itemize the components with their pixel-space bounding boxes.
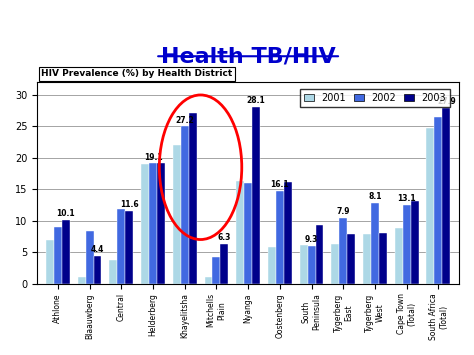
Text: 8.1: 8.1 [368, 192, 382, 201]
Text: 27.2: 27.2 [175, 115, 194, 125]
Bar [252, 107, 260, 284]
Bar [220, 244, 228, 284]
Text: 7.9: 7.9 [337, 207, 350, 215]
Bar [371, 203, 379, 284]
Text: 13.1: 13.1 [397, 194, 416, 203]
Text: 9.3: 9.3 [305, 235, 318, 244]
Bar [157, 163, 165, 284]
Bar [395, 228, 403, 284]
Bar [62, 220, 70, 284]
Bar [268, 247, 276, 284]
Bar [149, 163, 157, 284]
Legend: 2001, 2002, 2003: 2001, 2002, 2003 [300, 89, 450, 107]
Text: 27.9: 27.9 [437, 97, 456, 106]
Bar [347, 234, 355, 284]
Bar [78, 277, 86, 284]
Bar [204, 277, 212, 284]
Bar [308, 246, 316, 284]
Bar [442, 108, 450, 284]
Text: 16.1: 16.1 [271, 180, 289, 189]
Title: Health TB/HIV: Health TB/HIV [161, 47, 336, 67]
Bar [316, 225, 323, 284]
Bar [173, 145, 181, 284]
Bar [379, 233, 387, 284]
Text: 11.6: 11.6 [120, 200, 138, 209]
Bar [300, 245, 308, 284]
Bar [435, 117, 442, 284]
Text: 28.1: 28.1 [246, 96, 265, 105]
Bar [125, 211, 133, 284]
Text: 4.4: 4.4 [91, 245, 104, 254]
Bar [236, 181, 244, 284]
Bar [410, 201, 419, 284]
Bar [181, 126, 189, 284]
Text: HIV Prevalence (%) by Health District: HIV Prevalence (%) by Health District [41, 69, 233, 78]
Bar [189, 113, 197, 284]
Bar [54, 227, 62, 284]
Bar [403, 205, 410, 284]
Bar [86, 231, 93, 284]
Bar [331, 244, 339, 284]
Bar [427, 128, 435, 284]
Bar [276, 191, 284, 284]
Bar [141, 164, 149, 284]
Text: 19.1: 19.1 [144, 153, 162, 162]
Bar [93, 256, 101, 284]
Bar [284, 182, 292, 284]
Bar [212, 257, 220, 284]
Text: 10.1: 10.1 [56, 209, 75, 218]
Text: 6.3: 6.3 [218, 233, 231, 242]
Bar [46, 240, 54, 284]
Bar [117, 209, 125, 284]
Bar [109, 260, 117, 284]
Bar [363, 234, 371, 284]
Bar [244, 183, 252, 284]
Bar [339, 218, 347, 284]
